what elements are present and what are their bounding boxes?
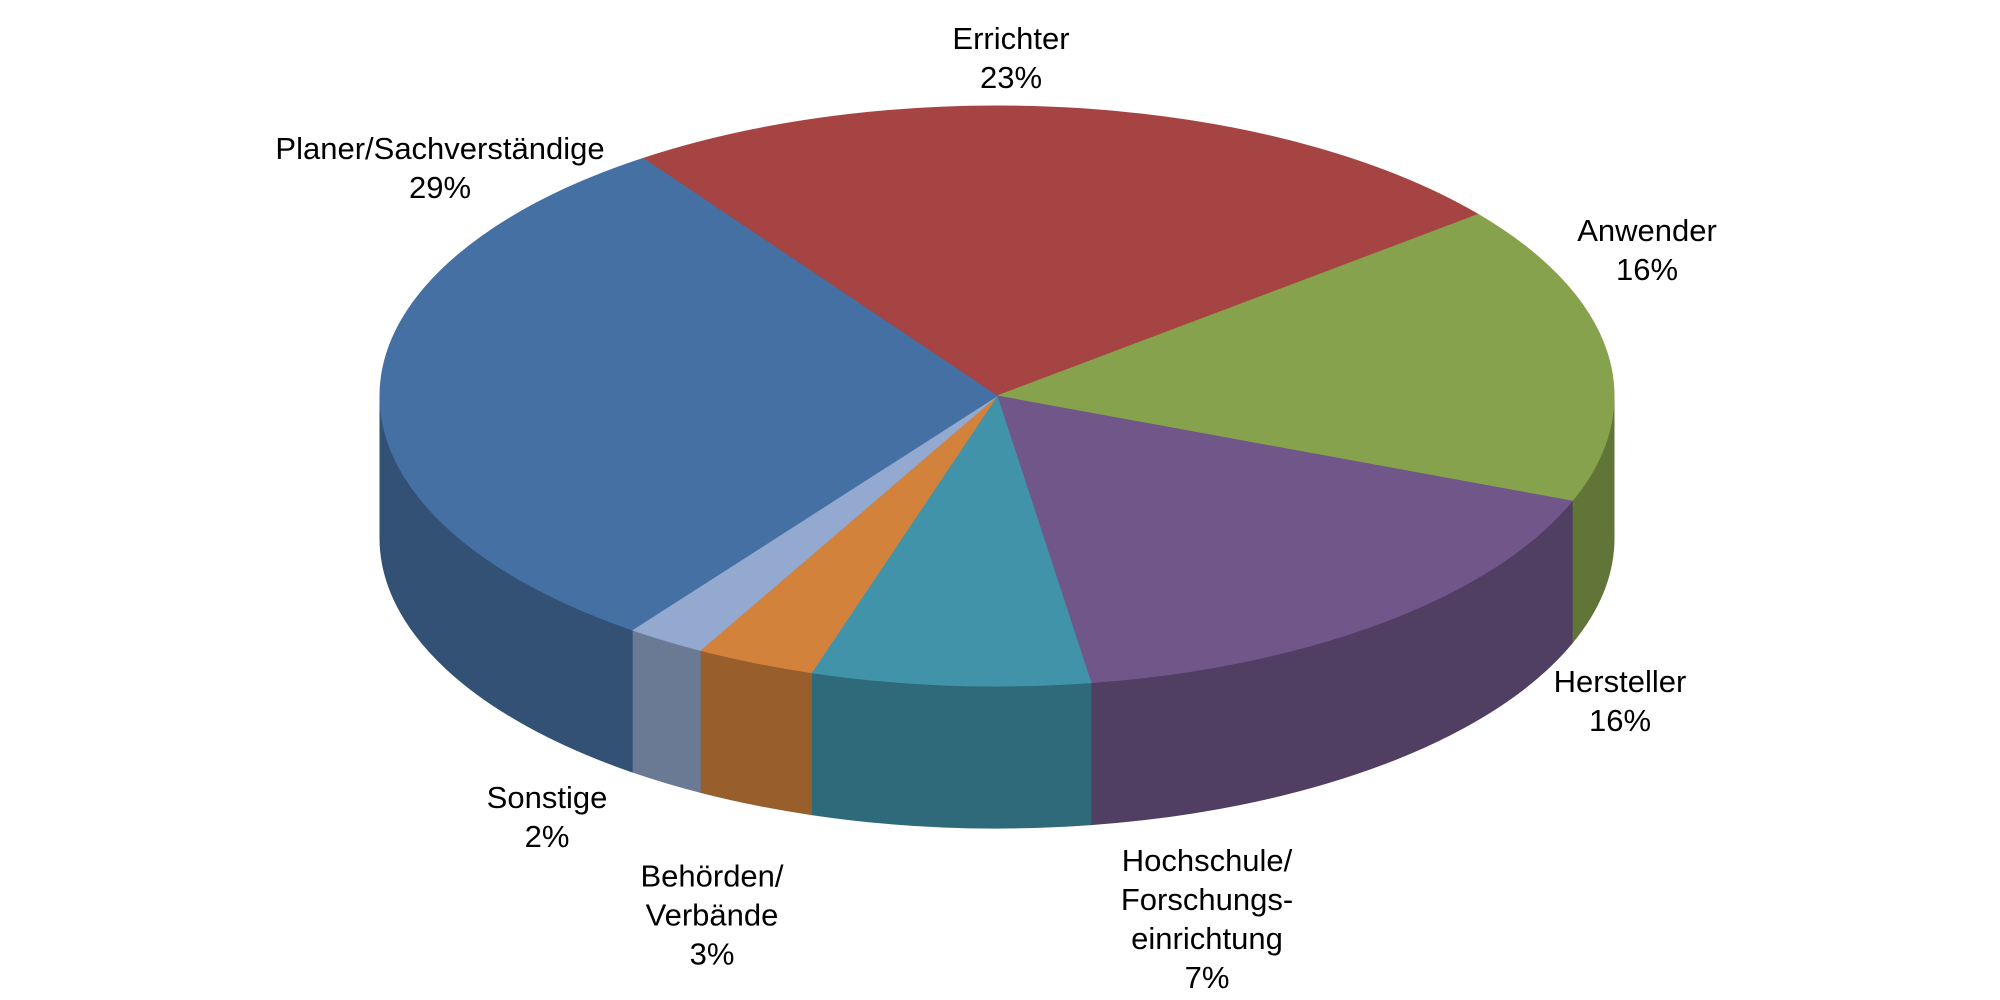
slice-label: Errichter 23% xyxy=(952,19,1069,97)
slice-label: Behörden/ Verbände 3% xyxy=(640,857,783,974)
value-label: 7% xyxy=(1184,960,1230,995)
slice-label: Planer/Sachverständige 29% xyxy=(275,129,604,207)
category-label: Sonstige xyxy=(486,780,608,815)
value-label: 2% xyxy=(524,819,570,854)
category-label: Hersteller xyxy=(1553,664,1687,699)
category-label: Behörden/ Verbände xyxy=(640,858,784,933)
slice-side xyxy=(631,629,701,793)
slice xyxy=(379,157,998,631)
slice xyxy=(995,213,1615,502)
slice xyxy=(641,105,1480,397)
value-label: 29% xyxy=(408,170,472,205)
slice-label: Anwender 16% xyxy=(1577,211,1717,289)
category-label: Anwender xyxy=(1577,213,1717,248)
pie-sides xyxy=(379,395,1615,829)
slice xyxy=(996,395,1573,684)
slice-label: Sonstige 2% xyxy=(487,778,608,856)
value-label: 16% xyxy=(1588,703,1652,738)
category-label: Planer/Sachverständige xyxy=(275,131,605,166)
slice-side xyxy=(699,649,812,816)
pie-tops xyxy=(379,105,1615,687)
value-label: 23% xyxy=(979,60,1043,95)
slice-label: Hochschule/ Forschungs- einrichtung 7% xyxy=(1121,841,1293,997)
category-label: Errichter xyxy=(952,21,1070,56)
value-label: 3% xyxy=(689,936,735,972)
slice-side xyxy=(810,671,1092,829)
category-label: Hochschule/ Forschungs- einrichtung xyxy=(1120,843,1294,956)
slice-label: Hersteller 16% xyxy=(1554,662,1687,740)
slice xyxy=(810,394,1092,687)
value-label: 16% xyxy=(1615,252,1679,287)
